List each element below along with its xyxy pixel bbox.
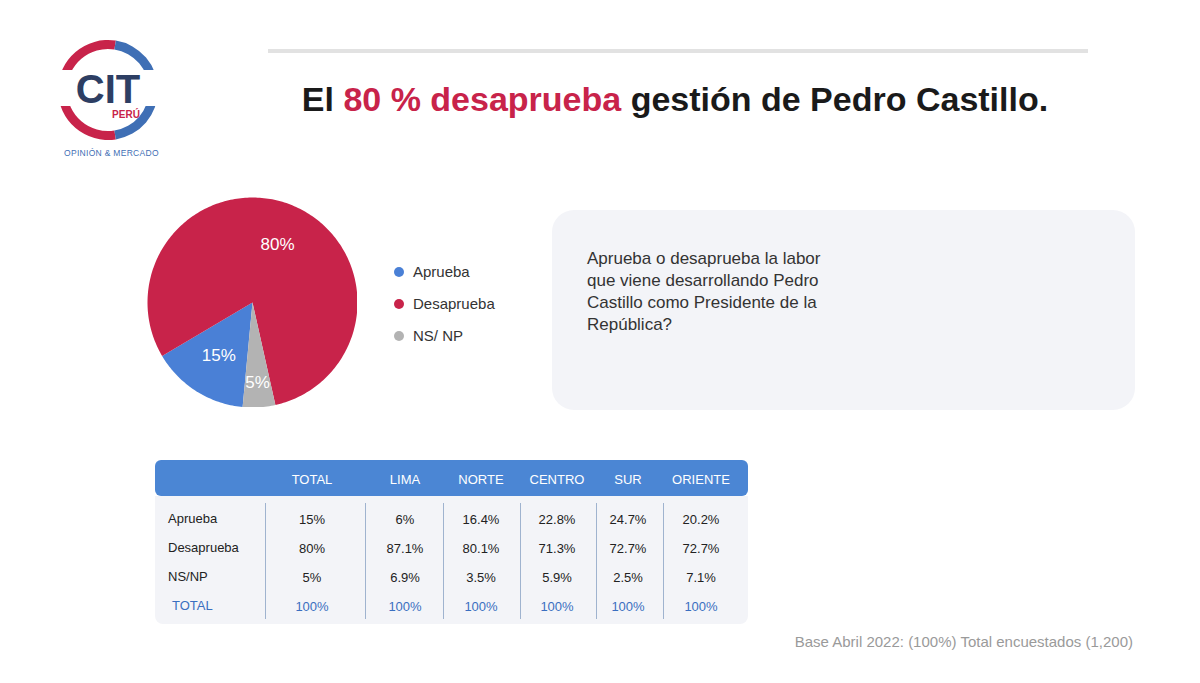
html-text:2.5%: 2.5%: [613, 569, 643, 585]
html-text:TOTAL: TOTAL: [172, 598, 213, 613]
html-text:15%: 15%: [299, 511, 325, 527]
html-text:7.1%: 7.1%: [686, 569, 716, 585]
html-text:22.8%: 22.8%: [538, 511, 576, 527]
html-text:72.7%: 72.7%: [609, 540, 647, 556]
html-text:80.1%: 80.1%: [462, 540, 500, 556]
html-text:20.2%: 20.2%: [682, 511, 720, 527]
html-text:6%: 6%: [395, 511, 415, 527]
html-text:Base Abril 2022: (100%) Total: Base Abril 2022: (100%) Total encuestado…: [794, 633, 1133, 650]
html-text:Aprueba: Aprueba: [168, 511, 218, 526]
html-text:NORTE: NORTE: [458, 471, 504, 487]
html-text:100%: 100%: [611, 598, 645, 614]
html-text:16.4%: 16.4%: [462, 511, 500, 527]
html-text:100%: 100%: [684, 598, 718, 614]
html-text:Aprueba: Aprueba: [413, 263, 470, 280]
html-text:3.5%: 3.5%: [466, 569, 496, 585]
html-text:100%: 100%: [295, 598, 329, 614]
html-text:CENTRO: CENTRO: [529, 471, 585, 487]
svg-text:15%: 15%: [202, 346, 236, 365]
html-text:LIMA: LIMA: [389, 471, 421, 487]
html-text:Desaprueba: Desaprueba: [413, 295, 495, 312]
svg-text:PERÚ: PERÚ: [112, 108, 140, 120]
html-text:100%: 100%: [464, 598, 498, 614]
html-text:5.9%: 5.9%: [542, 569, 572, 585]
svg-text:80%: 80%: [261, 235, 295, 254]
html-text:71.3%: 71.3%: [538, 540, 576, 556]
html-text:ORIENTE: ORIENTE: [672, 471, 730, 487]
html-text:SUR: SUR: [614, 471, 642, 487]
html-text:TOTAL: TOTAL: [291, 471, 333, 487]
svg-text:5%: 5%: [245, 373, 270, 392]
html-text:El 80 % desaprueba gestión de: El 80 % desaprueba gestión de Pedro Cast…: [301, 79, 1049, 118]
html-text:100%: 100%: [388, 598, 422, 614]
html-text:NS/NP: NS/NP: [168, 569, 208, 584]
html-text:80%: 80%: [299, 540, 325, 556]
html-text:Aprueba o desaprueba la labor: Aprueba o desaprueba la labor que viene …: [587, 249, 821, 334]
html-text:24.7%: 24.7%: [609, 511, 647, 527]
html-text:OPINIÓN & MERCADO: OPINIÓN & MERCADO: [64, 148, 159, 158]
html-text:87.1%: 87.1%: [386, 540, 424, 556]
svg-text:CIT: CIT: [76, 67, 140, 111]
html-text:100%: 100%: [540, 598, 574, 614]
html-text:NS/ NP: NS/ NP: [413, 327, 463, 344]
html-text:6.9%: 6.9%: [390, 569, 420, 585]
html-text:5%: 5%: [302, 569, 322, 585]
html-text:Desaprueba: Desaprueba: [168, 540, 239, 555]
html-text:72.7%: 72.7%: [682, 540, 720, 556]
